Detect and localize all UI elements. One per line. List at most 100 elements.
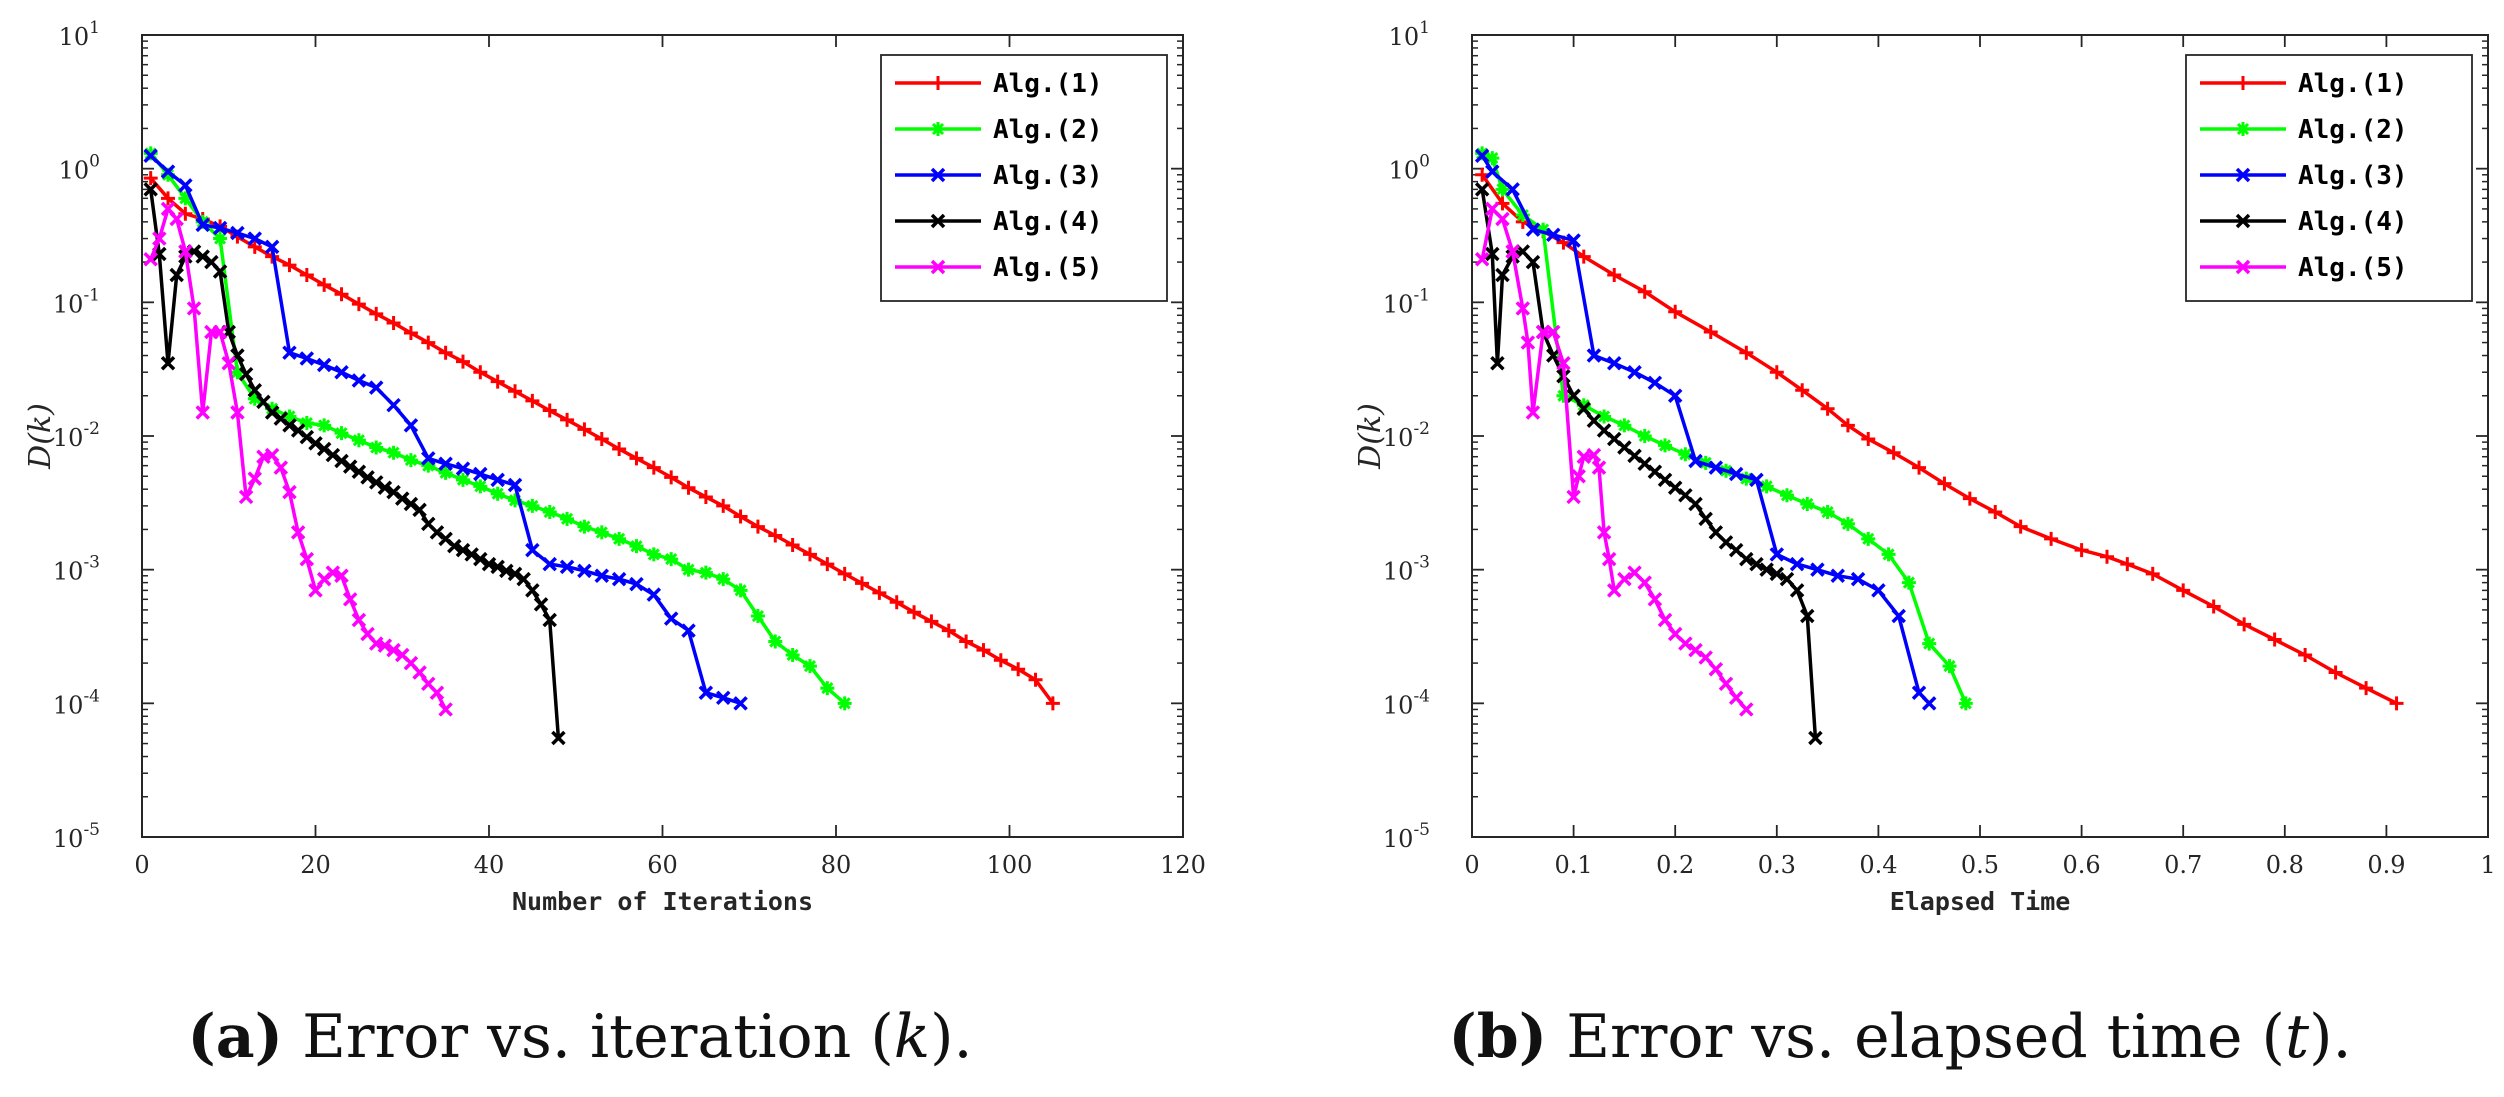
marker-plus	[577, 422, 592, 437]
marker-x	[351, 373, 367, 388]
marker-asterisk	[1637, 429, 1652, 443]
series-5	[143, 201, 453, 717]
marker-asterisk	[681, 562, 696, 577]
marker-x	[1505, 182, 1520, 197]
marker-asterisk	[230, 365, 245, 380]
marker-plus	[872, 585, 887, 600]
marker-x	[412, 665, 427, 680]
marker-plus	[1820, 401, 1835, 416]
y-axis-label: D(k)	[23, 403, 58, 470]
marker-asterisk	[1495, 182, 1510, 197]
marker-x	[1891, 608, 1906, 624]
marker-asterisk	[1678, 447, 1693, 462]
marker-asterisk	[403, 453, 418, 468]
marker-x	[325, 447, 341, 463]
series-1	[1475, 167, 2404, 711]
marker-x	[1525, 405, 1541, 420]
marker-x	[299, 351, 315, 366]
y-tick-label: 10-1	[53, 285, 100, 318]
marker-x	[273, 460, 289, 475]
marker-plus	[768, 528, 783, 543]
marker-x	[1749, 556, 1764, 572]
marker-asterisk	[1556, 388, 1571, 403]
marker-x	[178, 178, 193, 193]
y-tick-label: 10-5	[53, 820, 100, 853]
marker-x	[1708, 525, 1724, 540]
marker-x	[386, 642, 401, 658]
x-tick-label: 0.3	[1758, 851, 1796, 879]
series-3	[1474, 148, 1937, 711]
marker-plus	[1988, 505, 2003, 520]
marker-x	[1698, 511, 1713, 527]
marker-plus	[247, 239, 262, 254]
marker-x	[1591, 460, 1607, 475]
legend-box	[880, 54, 1168, 302]
marker-asterisk	[542, 505, 557, 520]
marker-x	[930, 167, 946, 183]
marker-x	[930, 213, 946, 229]
marker-x	[1586, 447, 1602, 463]
marker-asterisk	[594, 525, 609, 540]
marker-x	[464, 547, 479, 562]
marker-x	[490, 472, 505, 488]
x-tick-label: 0.5	[1961, 851, 1999, 879]
marker-x	[1495, 211, 1510, 227]
marker-x	[1718, 676, 1734, 692]
marker-plus	[1703, 324, 1718, 339]
marker-asterisk	[802, 659, 817, 674]
marker-x	[221, 356, 236, 371]
marker-x	[1485, 201, 1500, 217]
marker-asterisk	[299, 416, 314, 431]
marker-x	[507, 477, 523, 493]
x-tick-label: 20	[300, 851, 331, 879]
marker-x	[1571, 469, 1586, 484]
marker-x	[169, 267, 184, 283]
marker-asterisk	[455, 472, 470, 487]
marker-x	[2235, 259, 2251, 275]
marker-x	[1739, 551, 1754, 567]
marker-plus	[820, 557, 835, 572]
marker-x	[1485, 246, 1500, 262]
marker-plus	[1840, 418, 1855, 433]
marker-asterisk	[698, 565, 713, 580]
marker-asterisk	[1576, 398, 1591, 413]
marker-asterisk	[577, 519, 592, 534]
marker-asterisk	[612, 531, 627, 546]
marker-plus	[525, 393, 540, 408]
marker-asterisk	[334, 426, 349, 441]
marker-x	[473, 466, 488, 482]
x-tick-label: 120	[1160, 851, 1206, 879]
marker-x	[264, 239, 280, 255]
marker-x	[152, 231, 167, 246]
marker-asterisk	[282, 409, 297, 424]
marker-plus	[2013, 519, 2028, 534]
marker-x	[1647, 375, 1663, 391]
marker-plus	[2100, 549, 2114, 564]
marker-asterisk	[820, 681, 835, 696]
marker-x	[351, 464, 367, 480]
marker-x	[351, 612, 367, 628]
marker-x	[1586, 348, 1602, 363]
marker-asterisk	[525, 498, 540, 513]
x-tick-label: 0.2	[1656, 851, 1694, 879]
marker-asterisk	[1901, 575, 1916, 590]
marker-x	[395, 491, 410, 506]
chart-panel-1: 101 100 10-1 10-2 10-3 10-4 10-5 0 20 40 60 80 100 12…	[23, 18, 1206, 1072]
marker-plus	[785, 537, 800, 552]
marker-plus	[716, 498, 731, 513]
marker-plus	[2044, 531, 2059, 546]
marker-x	[1708, 460, 1724, 475]
y-tick-label: 101	[1389, 18, 1430, 51]
y-tick-label: 10-3	[1383, 553, 1430, 586]
marker-plus	[2237, 617, 2252, 632]
marker-x	[1546, 324, 1561, 340]
x-tick-label: 0.6	[2063, 851, 2101, 879]
marker-x	[247, 231, 263, 246]
marker-asterisk	[317, 418, 332, 433]
marker-x	[1566, 233, 1581, 248]
marker-asterisk	[265, 401, 280, 416]
marker-plus	[698, 489, 713, 504]
marker-asterisk	[716, 572, 731, 587]
marker-x	[1810, 562, 1825, 577]
marker-x	[1769, 566, 1785, 582]
